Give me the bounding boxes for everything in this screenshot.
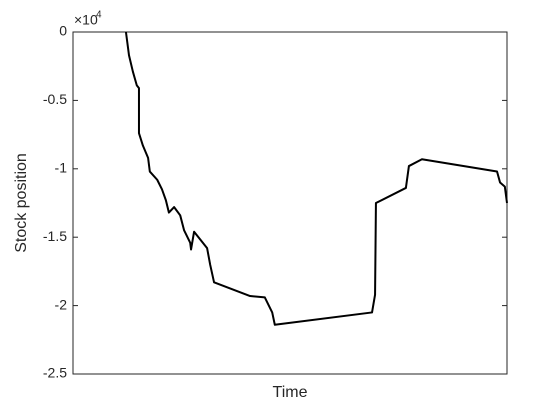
y-tick-label: -2.5 xyxy=(43,365,67,381)
x-axis-label: Time xyxy=(273,384,308,401)
y-multiplier-exponent: 4 xyxy=(96,10,102,21)
y-tick-label: -2 xyxy=(55,296,68,312)
y-tick-label: -1.5 xyxy=(43,228,67,244)
y-tick-label: 0 xyxy=(59,23,67,39)
y-tick-label: -1 xyxy=(55,160,68,176)
y-multiplier-base: ×10 xyxy=(74,12,98,28)
y-axis-label: Stock position xyxy=(13,153,30,253)
line-series xyxy=(124,31,508,326)
y-tick-label: -0.5 xyxy=(43,91,67,107)
